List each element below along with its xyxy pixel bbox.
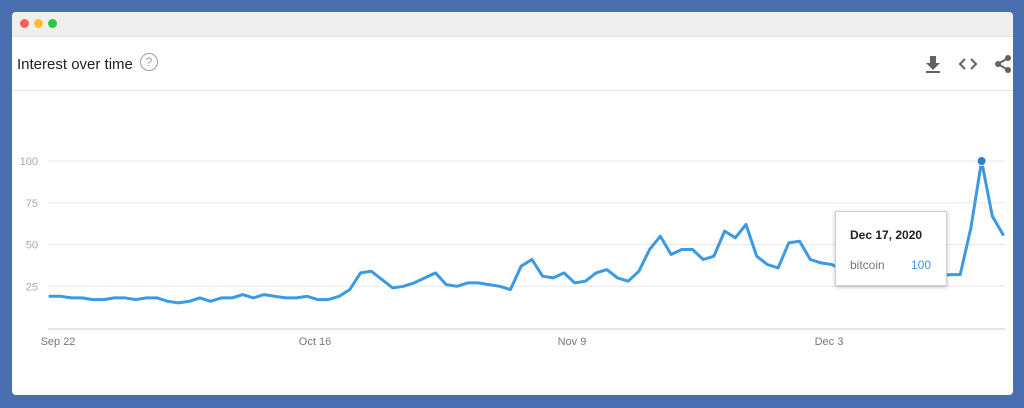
chart-area: 25 50 75 100 Sep 22 Oct 16 Nov 9 Dec 3 Dec 17, …: [12, 91, 1013, 395]
data-tooltip: Dec 17, 2020 bitcoin 100: [835, 211, 947, 286]
x-tick-label-2: Nov 9: [558, 336, 587, 348]
help-icon[interactable]: ?: [140, 53, 158, 71]
x-tick-label-3: Dec 3: [815, 336, 844, 348]
y-tick-label-75: 75: [26, 198, 38, 210]
close-window-button[interactable]: [20, 19, 29, 28]
card-title: Interest over time: [17, 56, 133, 73]
share-icon[interactable]: [992, 53, 1013, 75]
x-tick-label-0: Sep 22: [41, 336, 76, 348]
title-bar: [12, 12, 1013, 37]
minimize-window-button[interactable]: [34, 19, 43, 28]
y-tick-label-25: 25: [26, 281, 38, 293]
tooltip-value: 100: [911, 258, 932, 272]
y-tick-label-50: 50: [26, 240, 38, 252]
card-header: Interest over time ?: [12, 37, 1013, 91]
browser-window: Interest over time ? 25 50 75 100 S: [12, 12, 1013, 395]
x-tick-label-1: Oct 16: [299, 336, 331, 348]
download-icon[interactable]: [922, 53, 944, 75]
tooltip-series-name: bitcoin: [850, 258, 885, 272]
highlight-point: [976, 156, 987, 166]
embed-code-icon[interactable]: [957, 53, 979, 75]
maximize-window-button[interactable]: [48, 19, 57, 28]
tooltip-date: Dec 17, 2020: [850, 228, 923, 242]
y-tick-label-100: 100: [20, 156, 38, 168]
